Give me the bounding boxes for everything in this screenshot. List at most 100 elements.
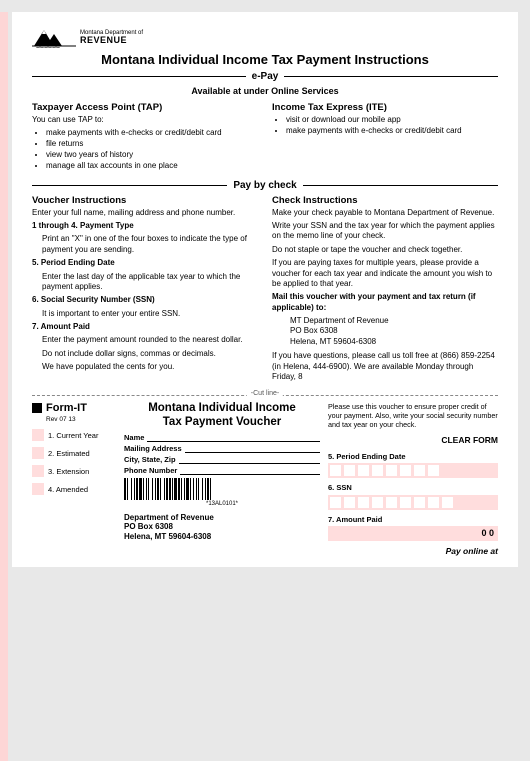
type-row: 2. Estimated [32, 447, 116, 459]
check-label: Pay by check [233, 180, 296, 191]
check-columns: Voucher Instructions Enter your full nam… [32, 195, 498, 386]
vinstr-p1h: 1 through 4. Payment Type [32, 221, 258, 231]
tap-list: make payments with e-checks or credit/de… [32, 128, 258, 171]
vinstr-p7c: We have populated the cents for you. [42, 362, 258, 372]
vinstr-p5h: 5. Period Ending Date [32, 258, 258, 268]
checkbox-amended[interactable] [32, 483, 44, 495]
cut-label: -Cut line- [247, 390, 283, 397]
tap-item: manage all tax accounts in one place [46, 161, 258, 172]
available-line: Available at under Online Services [32, 86, 498, 96]
voucher-instr-col: Voucher Instructions Enter your full nam… [32, 195, 258, 386]
vinstr-p6: It is important to enter your entire SSN… [42, 309, 258, 319]
voucher-note: Please use this voucher to ensure proper… [328, 402, 498, 429]
tap-heading: Taxpayer Access Point (TAP) [32, 102, 258, 113]
cinstr-p4: If you are paying taxes for multiple yea… [272, 258, 498, 289]
page-title: Montana Individual Income Tax Payment In… [32, 52, 498, 67]
ite-list: visit or download our mobile app make pa… [272, 115, 498, 137]
dept-address: Department of Revenue PO Box 6308 Helena… [124, 513, 320, 542]
form-it-row: Form-IT [32, 402, 116, 414]
vinstr-p7b: Do not include dollar signs, commas or d… [42, 349, 258, 359]
ite-item: make payments with e-checks or credit/de… [286, 126, 498, 137]
barcode-text: *13AL0101* [124, 501, 320, 507]
field-label: City, State, Zip [124, 455, 176, 464]
black-square-icon [32, 403, 42, 413]
voucher-right: Please use this voucher to ensure proper… [328, 402, 498, 556]
checkbox-extension[interactable] [32, 465, 44, 477]
cinstr-p1: Make your check payable to Montana Depar… [272, 208, 498, 218]
city-state-zip-field[interactable]: City, State, Zip [124, 455, 320, 464]
type-label: 2. Estimated [48, 449, 90, 458]
epay-divider: e-Pay [32, 71, 498, 82]
type-row: 3. Extension [32, 465, 116, 477]
tap-col: Taxpayer Access Point (TAP) You can use … [32, 102, 258, 176]
logo-revenue: REVENUE [80, 36, 143, 45]
tap-item: file returns [46, 139, 258, 150]
vinstr-p7h: 7. Amount Paid [32, 322, 258, 332]
vinstr-intro: Enter your full name, mailing address an… [32, 208, 258, 218]
type-row: 4. Amended [32, 483, 116, 495]
amount-paid-input[interactable]: 0 0 [328, 526, 498, 541]
epay-columns: Taxpayer Access Point (TAP) You can use … [32, 102, 498, 176]
amount-cents: 0 0 [481, 528, 494, 539]
form-rev: Rev 07 13 [46, 416, 116, 423]
dept-line: Department of Revenue [124, 513, 320, 523]
field-label: Name [124, 433, 144, 442]
logo: Montana Department of REVENUE [32, 26, 498, 48]
type-label: 4. Amended [48, 485, 88, 494]
tap-lead: You can use TAP to: [32, 115, 258, 125]
field-label: Mailing Address [124, 444, 182, 453]
vinstr-p1: Print an "X" in one of the four boxes to… [42, 234, 258, 255]
type-label: 3. Extension [48, 467, 89, 476]
vtitle-line: Tax Payment Voucher [124, 416, 320, 429]
phone-field[interactable]: Phone Number [124, 466, 320, 475]
logo-text: Montana Department of REVENUE [80, 30, 143, 45]
pay-online-text: Pay online at [328, 546, 498, 557]
addr-line: Helena, MT 59604-6308 [290, 337, 498, 347]
name-field[interactable]: Name [124, 433, 320, 442]
page: Montana Department of REVENUE Montana In… [12, 12, 518, 567]
voucher-mid: Montana Individual Income Tax Payment Vo… [124, 402, 320, 556]
period-ending-label: 5. Period Ending Date [328, 452, 498, 461]
ssn-label: 6. SSN [328, 483, 498, 492]
checkbox-estimated[interactable] [32, 447, 44, 459]
vtitle-line: Montana Individual Income [124, 402, 320, 415]
check-instr-col: Check Instructions Make your check payab… [272, 195, 498, 386]
cinstr-heading: Check Instructions [272, 195, 498, 206]
cinstr-addr: MT Department of Revenue PO Box 6308 Hel… [290, 316, 498, 347]
type-label: 1. Current Year [48, 431, 98, 440]
form-it-label: Form-IT [46, 402, 87, 414]
barcode-icon [124, 478, 320, 500]
vinstr-p6h: 6. Social Security Number (SSN) [32, 295, 258, 305]
type-row: 1. Current Year [32, 429, 116, 441]
tap-item: make payments with e-checks or credit/de… [46, 128, 258, 139]
ite-item: visit or download our mobile app [286, 115, 498, 126]
ssn-input[interactable] [328, 495, 498, 510]
tap-item: view two years of history [46, 150, 258, 161]
ite-col: Income Tax Express (ITE) visit or downlo… [272, 102, 498, 176]
vinstr-heading: Voucher Instructions [32, 195, 258, 206]
cinstr-help: If you have questions, please call us to… [272, 351, 498, 382]
cinstr-mailh: Mail this voucher with your payment and … [272, 292, 498, 313]
mountain-icon [32, 26, 76, 48]
cinstr-p2: Write your SSN and the tax year for whic… [272, 221, 498, 242]
ite-heading: Income Tax Express (ITE) [272, 102, 498, 113]
dept-line: Helena, MT 59604-6308 [124, 532, 320, 542]
field-label: Phone Number [124, 466, 177, 475]
vinstr-p5: Enter the last day of the applicable tax… [42, 272, 258, 293]
checkbox-current-year[interactable] [32, 429, 44, 441]
voucher: Form-IT Rev 07 13 1. Current Year 2. Est… [32, 402, 498, 556]
mailing-address-field[interactable]: Mailing Address [124, 444, 320, 453]
addr-line: MT Department of Revenue [290, 316, 498, 326]
vinstr-p7a: Enter the payment amount rounded to the … [42, 335, 258, 345]
amount-paid-label: 7. Amount Paid [328, 515, 498, 524]
left-pink-strip [0, 12, 8, 761]
epay-label: e-Pay [252, 71, 279, 82]
cinstr-p3: Do not staple or tape the voucher and ch… [272, 245, 498, 255]
period-ending-input[interactable] [328, 463, 498, 478]
check-divider: Pay by check [32, 180, 498, 191]
cut-line: -Cut line- [32, 395, 498, 396]
voucher-title: Montana Individual Income Tax Payment Vo… [124, 402, 320, 428]
voucher-left: Form-IT Rev 07 13 1. Current Year 2. Est… [32, 402, 116, 556]
dept-line: PO Box 6308 [124, 522, 320, 532]
clear-form-button[interactable]: CLEAR FORM [328, 435, 498, 446]
